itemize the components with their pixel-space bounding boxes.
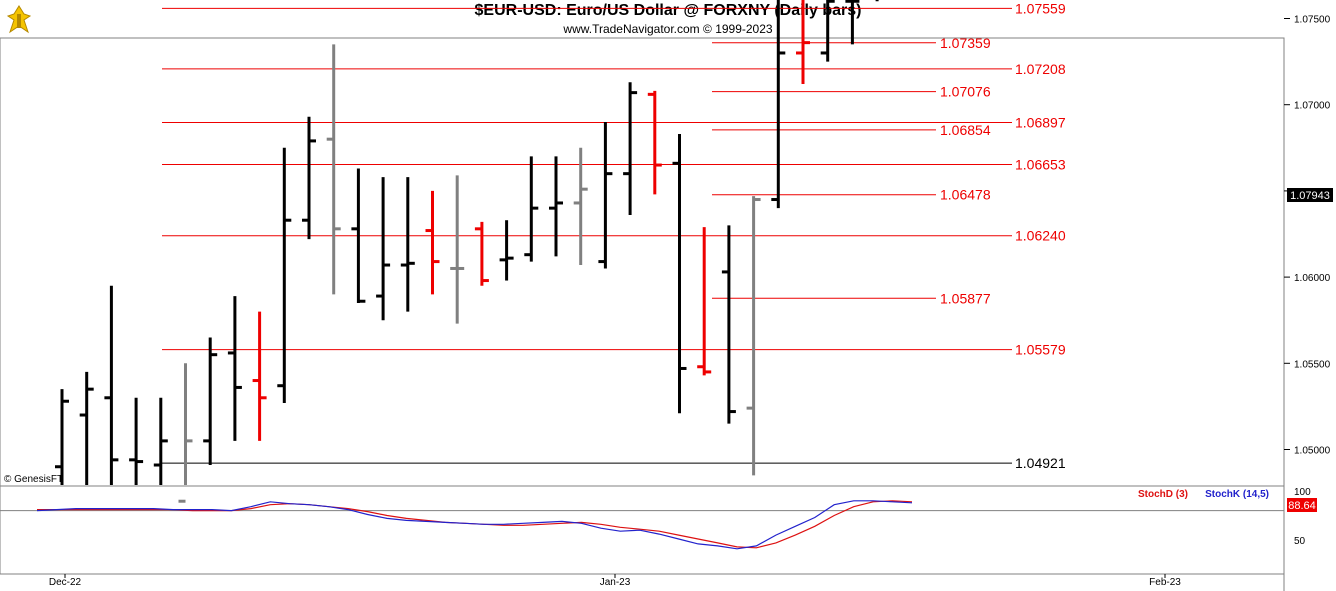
ohlc-bar — [55, 389, 69, 485]
red-level-label: 1.06897 — [1015, 114, 1066, 130]
ohlc-bar — [524, 156, 539, 262]
stoch-value-badge-bg — [1287, 498, 1317, 512]
red-level-label: 1.05877 — [940, 290, 991, 306]
ohlc-bar — [178, 363, 193, 503]
ohlc-bar — [875, 0, 879, 2]
support-resistance-levels: 1.096481.093551.092281.088081.085551.076… — [162, 0, 1066, 471]
ohlc-bar — [450, 175, 465, 324]
ohlc-bar — [721, 225, 736, 424]
ohlc-bar — [376, 177, 391, 321]
stoch-tick-label: 50 — [1294, 536, 1306, 547]
red-level-label: 1.07359 — [940, 35, 991, 51]
date-tick-label: Dec-22 — [49, 577, 82, 588]
ohlc-bar — [820, 0, 835, 62]
stoch-k-line — [36, 500, 913, 550]
red-level-label: 1.06478 — [940, 187, 991, 203]
ohlc-bar — [796, 0, 810, 85]
current-price-badge: 1.07943 — [1287, 188, 1333, 202]
ohlc-bar — [252, 311, 267, 441]
red-level-label: 1.05579 — [1015, 342, 1066, 358]
price-tick-label: 1.05500 — [1294, 359, 1331, 370]
ohlc-bar — [351, 168, 366, 303]
stoch-tick-label: 100 — [1294, 487, 1311, 498]
red-level-label: 1.06240 — [1015, 228, 1066, 244]
ohlc-bar — [771, 0, 786, 209]
red-level-label: 1.07208 — [1015, 61, 1066, 77]
ohlc-bar — [302, 116, 316, 240]
trade-navigator-logo-icon — [4, 4, 34, 34]
price-panel-frame — [0, 37, 1285, 487]
ohlc-bar — [573, 147, 588, 266]
price-tick-label: 1.05000 — [1294, 446, 1331, 457]
ohlc-bar — [277, 147, 292, 403]
ohlc-bar — [647, 90, 662, 195]
current-price-label: 1.07943 — [1290, 190, 1330, 202]
ohlc-bar — [153, 397, 168, 485]
ohlc-bar — [474, 221, 489, 286]
chart-subtitle: www.TradeNavigator.com © 1999-2023 — [563, 22, 773, 36]
ohlc-bar — [326, 44, 341, 295]
price-axis: 1.095001.090001.085001.080001.075001.070… — [1284, 15, 1331, 457]
ohlc-bar — [549, 156, 563, 257]
black-level-label: 1.04921 — [1015, 455, 1066, 471]
red-level-label: 1.06653 — [1015, 157, 1066, 173]
stoch-value-badge: 88.64 — [1287, 498, 1317, 512]
copyright-label: © GenesisFT — [4, 474, 64, 485]
date-axis: Dec-22 Jan-23 Feb-23 — [49, 574, 1181, 588]
ohlc-bar — [697, 227, 712, 376]
chart-title: $EUR-USD: Euro/US Dollar @ FORXNY (Daily… — [474, 2, 862, 19]
ohlc-bar — [203, 337, 218, 466]
ohlc-bar — [129, 397, 144, 485]
red-level-label: 1.06854 — [940, 122, 991, 138]
stoch-d-legend: StochD (3) — [1138, 489, 1188, 500]
red-level-label: 1.07559 — [1015, 0, 1066, 16]
stoch-k-legend: StochK (14,5) — [1205, 489, 1269, 500]
ohlc-bar — [425, 190, 440, 295]
ohlc-bars — [55, 0, 879, 503]
ohlc-bar — [746, 196, 761, 476]
current-price-badge-bg — [1287, 188, 1333, 202]
ohlc-bar — [845, 0, 860, 45]
ohlc-bar — [598, 121, 613, 269]
ohlc-bar — [79, 371, 94, 485]
date-tick-label: Feb-23 — [1149, 577, 1181, 588]
date-tick-label: Jan-23 — [600, 577, 631, 588]
price-tick-label: 1.07500 — [1294, 15, 1331, 26]
ohlc-bar — [499, 220, 514, 281]
stoch-value-label: 88.64 — [1288, 500, 1316, 512]
price-tick-label: 1.07000 — [1294, 101, 1331, 112]
ohlc-bar — [672, 134, 687, 414]
ohlc-bar — [623, 82, 638, 216]
stochastic-panel: 100 50 — [0, 487, 1311, 550]
red-level-label: 1.07076 — [940, 84, 991, 100]
ohlc-bar — [227, 296, 242, 441]
price-tick-label: 1.06000 — [1294, 273, 1331, 284]
ohlc-bar — [400, 177, 415, 312]
ohlc-bar — [104, 285, 119, 485]
